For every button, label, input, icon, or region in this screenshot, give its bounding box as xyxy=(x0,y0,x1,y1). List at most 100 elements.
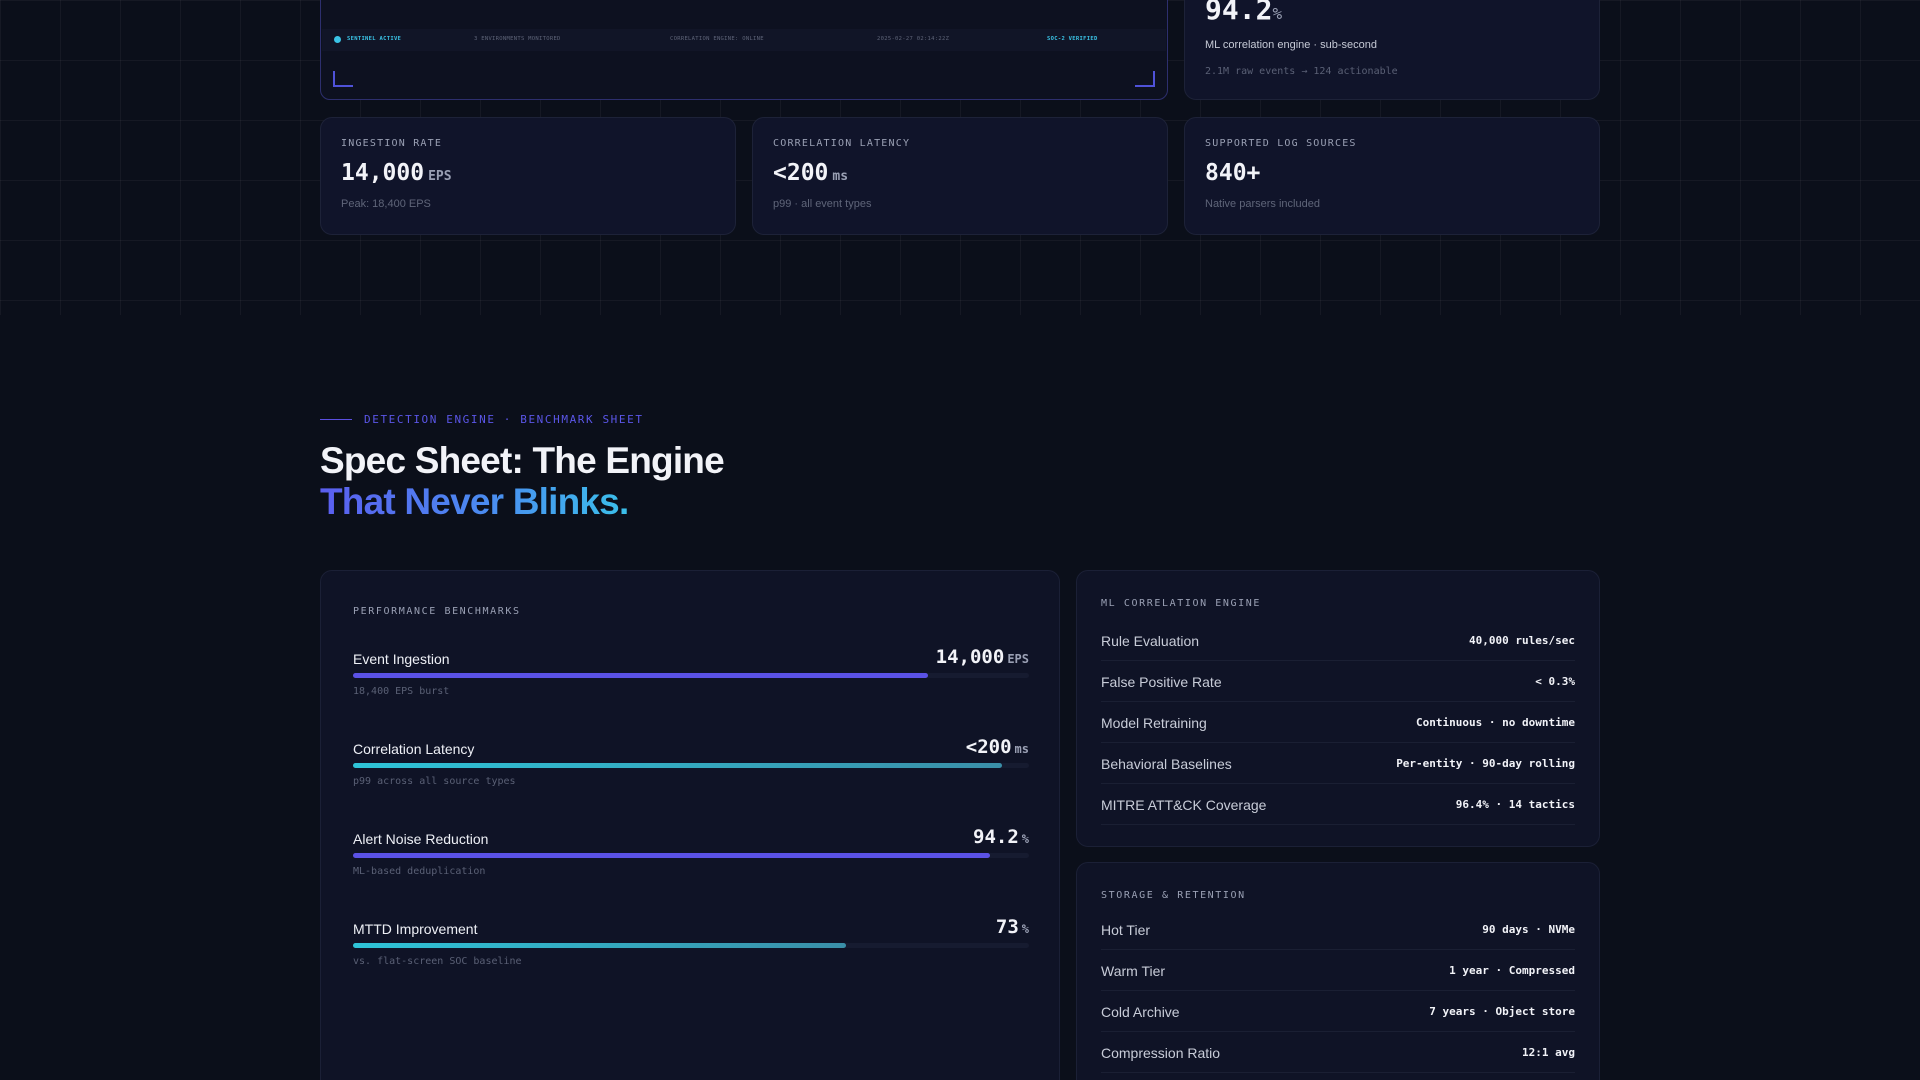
performance-benchmarks-panel: PERFORMANCE BENCHMARKS Event Ingestion 1… xyxy=(320,570,1060,1080)
stat-value: <200 xyxy=(773,160,829,186)
spec-row: Compression Ratio 12:1 avg xyxy=(1101,1032,1575,1073)
spec-key: Compression Ratio xyxy=(1101,1045,1221,1061)
spec-value: 90 days · NVMe xyxy=(1482,923,1575,936)
stat-unit: ms xyxy=(832,169,849,184)
stat-card-ingestion: INGESTION RATE 14,000 EPS Peak: 18,400 EP… xyxy=(320,117,736,235)
spec-key: Model Retraining xyxy=(1101,715,1207,731)
title-line-2: That Never Blinks. xyxy=(320,481,629,522)
spec-value: 40,000 rules/sec xyxy=(1469,634,1575,647)
stat-sub: p99 · all event types xyxy=(773,198,872,210)
spec-value: Per-entity · 90-day rolling xyxy=(1396,757,1575,770)
benchmark-value-wrap: <200 ms xyxy=(966,736,1029,758)
spec-value: 1 year · Compressed xyxy=(1449,964,1575,977)
benchmark-value: <200 xyxy=(965,736,1012,758)
noise-desc: ML correlation engine · sub-second xyxy=(1205,39,1378,51)
benchmark-note: p99 across all source types xyxy=(353,776,516,787)
status-engine: CORRELATION ENGINE: ONLINE xyxy=(670,36,764,42)
spec-row: Rule Evaluation 40,000 rules/sec xyxy=(1101,620,1575,661)
status-dot-icon xyxy=(334,36,341,43)
corner-bracket-icon xyxy=(1135,71,1155,87)
stat-value-wrap: 14,000 EPS xyxy=(341,160,452,186)
status-active: SENTINEL ACTIVE xyxy=(347,36,402,42)
stat-value: 840+ xyxy=(1205,160,1261,186)
benchmark-unit: EPS xyxy=(1007,652,1029,666)
spec-key: MITRE ATT&CK Coverage xyxy=(1101,797,1267,813)
benchmark-name: Alert Noise Reduction xyxy=(353,831,489,847)
benchmark-value-wrap: 14,000 EPS xyxy=(936,646,1029,668)
storage-retention-panel: STORAGE & RETENTION Hot Tier 90 days · NV… xyxy=(1076,862,1600,1080)
spec-row: MITRE ATT&CK Coverage 96.4% · 14 tactics xyxy=(1101,784,1575,825)
stat-unit: EPS xyxy=(428,169,452,184)
spec-key: Behavioral Baselines xyxy=(1101,756,1232,772)
panel-title: STORAGE & RETENTION xyxy=(1101,890,1246,901)
noise-unit: % xyxy=(1272,4,1283,23)
spec-row: Warm Tier 1 year · Compressed xyxy=(1101,950,1575,991)
benchmark-track xyxy=(353,853,1029,858)
benchmark-fill xyxy=(353,943,847,948)
spec-key: Warm Tier xyxy=(1101,963,1166,979)
spec-key: Hot Tier xyxy=(1101,922,1151,938)
spec-value: Continuous · no downtime xyxy=(1416,716,1575,729)
spec-value: 7 years · Object store xyxy=(1429,1005,1575,1018)
benchmark-track xyxy=(353,673,1029,678)
spec-row: Behavioral Baselines Per-entity · 90-day … xyxy=(1101,743,1575,784)
benchmark-fill xyxy=(353,673,928,678)
panel-title: ML CORRELATION ENGINE xyxy=(1101,598,1262,609)
spec-value: < 0.3% xyxy=(1535,675,1575,688)
terminal-status-bar: SENTINEL ACTIVE 3 ENVIRONMENTS MONITORED… xyxy=(322,29,1166,51)
benchmark-name: MTTD Improvement xyxy=(353,921,478,937)
benchmark-note: vs. flat-screen SOC baseline xyxy=(353,956,522,967)
ml-correlation-engine-panel: ML CORRELATION ENGINE Rule Evaluation 40,… xyxy=(1076,570,1600,847)
section-title: Spec Sheet: The Engine That Never Blinks… xyxy=(320,440,725,522)
status-environments: 3 ENVIRONMENTS MONITORED xyxy=(474,36,561,42)
stat-card-log-sources: SUPPORTED LOG SOURCES 840+ Native parser… xyxy=(1184,117,1600,235)
noise-value-wrap: 94.2% xyxy=(1205,0,1282,26)
eyebrow-text: DETECTION ENGINE · BENCHMARK SHEET xyxy=(364,413,644,426)
spec-key: Cold Archive xyxy=(1101,1004,1180,1020)
stat-sub: Native parsers included xyxy=(1205,198,1320,210)
benchmark-note: ML-based deduplication xyxy=(353,866,486,877)
spec-row: Hot Tier 90 days · NVMe xyxy=(1101,909,1575,950)
benchmark-value-wrap: 73% xyxy=(996,916,1029,938)
stat-label: SUPPORTED LOG SOURCES xyxy=(1205,138,1357,149)
spec-key: False Positive Rate xyxy=(1101,674,1222,690)
benchmark-unit: % xyxy=(1021,832,1029,846)
benchmark-fill xyxy=(353,763,1002,768)
spec-row: False Positive Rate < 0.3% xyxy=(1101,661,1575,702)
benchmark-unit: ms xyxy=(1014,742,1029,756)
benchmark-track xyxy=(353,943,1029,948)
noise-sub: 2.1M raw events → 124 actionable xyxy=(1205,66,1398,77)
status-timestamp: 2025-02-27 02:14:22Z xyxy=(877,36,950,42)
stat-value: 14,000 xyxy=(341,160,425,186)
spec-key: Rule Evaluation xyxy=(1101,633,1200,649)
title-line-1: Spec Sheet: The Engine xyxy=(320,440,725,481)
noise-reduction-card: 94.2% ML correlation engine · sub-second… xyxy=(1184,0,1600,100)
benchmark-track xyxy=(353,763,1029,768)
status-verified: SOC-2 VERIFIED xyxy=(1047,36,1098,42)
stat-sub: Peak: 18,400 EPS xyxy=(341,198,431,210)
benchmark-name: Correlation Latency xyxy=(353,741,475,757)
benchmark-name: Event Ingestion xyxy=(353,651,450,667)
stat-label: CORRELATION LATENCY xyxy=(773,138,911,149)
spec-value: 12:1 avg xyxy=(1522,1046,1575,1059)
stat-value-wrap: <200 ms xyxy=(773,160,848,186)
benchmark-value: 73 xyxy=(995,916,1019,938)
noise-value: 94.2 xyxy=(1205,0,1273,26)
stat-value-wrap: 840+ xyxy=(1205,160,1260,186)
spec-row: Cold Archive 7 years · Object store xyxy=(1101,991,1575,1032)
stat-label: INGESTION RATE xyxy=(341,138,443,149)
section-eyebrow: DETECTION ENGINE · BENCHMARK SHEET xyxy=(320,413,644,426)
benchmark-value-wrap: 94.2% xyxy=(973,826,1029,848)
eyebrow-rule xyxy=(320,419,352,420)
benchmark-note: 18,400 EPS burst xyxy=(353,686,450,697)
benchmark-value: 14,000 xyxy=(935,646,1005,668)
benchmark-unit: % xyxy=(1021,922,1029,936)
corner-bracket-icon xyxy=(333,71,353,87)
terminal-preview-card: SENTINEL ACTIVE 3 ENVIRONMENTS MONITORED… xyxy=(320,0,1168,100)
stat-card-latency: CORRELATION LATENCY <200 ms p99 · all eve… xyxy=(752,117,1168,235)
spec-row: Model Retraining Continuous · no downtime xyxy=(1101,702,1575,743)
panel-title: PERFORMANCE BENCHMARKS xyxy=(353,606,521,617)
spec-value: 96.4% · 14 tactics xyxy=(1455,798,1575,811)
benchmark-fill xyxy=(353,853,990,858)
benchmark-value: 94.2 xyxy=(973,826,1019,848)
